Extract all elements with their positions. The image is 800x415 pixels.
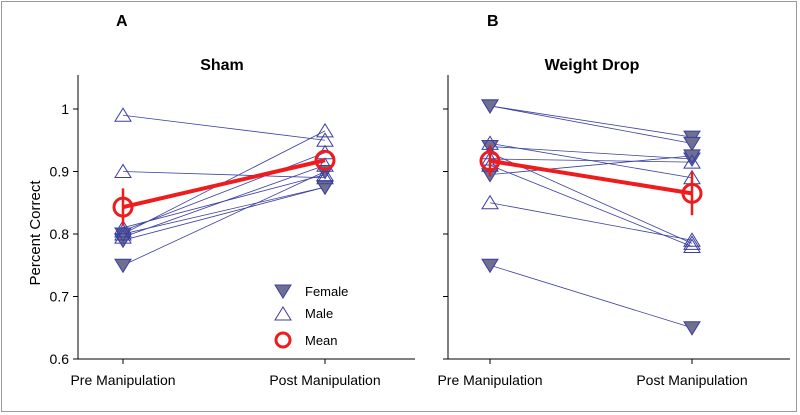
panel-b: B Weight Drop Pre Manipulation Post Manip… [437,13,790,388]
legend-male-marker [274,306,292,321]
female-marker [683,321,701,336]
mean-line [489,158,693,196]
subject-line [122,186,326,241]
male-marker [316,122,334,138]
male-marker [114,163,132,178]
male-marker [114,229,132,244]
female-marker [481,99,499,114]
mean-marker [479,150,501,172]
subject-line [122,186,326,235]
panel-b-title: Weight Drop [545,57,640,74]
male-marker [316,169,334,185]
male-marker [481,194,499,210]
mean-marker [314,149,336,171]
subject-line [489,105,693,144]
y-tick-label: 0.9 [50,164,70,180]
male-marker [316,166,334,182]
legend-female-label: Female [305,284,348,299]
female-marker [481,258,499,274]
x-tick-label: Pre Manipulation [437,372,542,388]
male-marker [114,219,132,235]
male-marker [683,235,701,250]
mean-line [122,158,326,210]
female-marker [316,180,334,196]
subject-line [122,171,326,179]
x-tick-label: Post Manipulation [636,372,747,388]
male-marker [114,222,132,238]
panel-a-title: Sham [200,57,244,74]
female-marker [683,149,701,164]
y-tick-label: 0.8 [50,226,70,242]
subject-line [122,114,326,141]
legend-item-female: Female [274,284,348,299]
data-layer [112,107,336,274]
panel-a-label: A [116,13,128,30]
subject-line [489,264,693,329]
legend-male-label: Male [305,306,333,321]
subject-line [122,171,326,266]
legend-item-mean: Mean [274,331,338,349]
subject-line [489,164,693,247]
legend: Female Male Mean [274,284,348,349]
female-marker [114,258,132,274]
subject-line [489,146,693,160]
legend-item-male: Male [274,306,333,321]
subject-line [489,155,693,176]
data-layer [479,99,703,336]
y-tick-label: 0.6 [50,351,70,367]
female-marker [683,136,701,152]
male-marker [683,154,701,169]
x-tick-label: Pre Manipulation [70,372,175,388]
subject-line [489,202,693,241]
panel-b-plot: Pre Manipulation Post Manipulation [437,75,790,388]
legend-mean-marker [274,331,292,349]
mean-marker [112,196,134,218]
male-marker [683,232,701,247]
male-marker [114,107,132,122]
y-tick-label: 1 [61,101,69,117]
subject-line [489,105,693,138]
panel-a: A Sham Percent Correct 0.6 0.7 0.8 0.9 1 Pre … [27,13,415,388]
panel-b-label: B [487,13,499,30]
male-marker [316,157,334,172]
mean-marker [681,182,703,204]
subject-line [122,174,326,229]
y-axis-label: Percent Correct [27,180,44,286]
subject-line [122,152,326,232]
x-tick-label: Post Manipulation [269,372,380,388]
legend-female-marker [274,284,292,299]
subject-line [489,158,693,163]
y-tick-label: 0.7 [50,289,70,305]
legend-mean-label: Mean [305,333,338,348]
panel-a-plot: 0.6 0.7 0.8 0.9 1 Pre Manipulation Post Manipu… [50,75,415,388]
